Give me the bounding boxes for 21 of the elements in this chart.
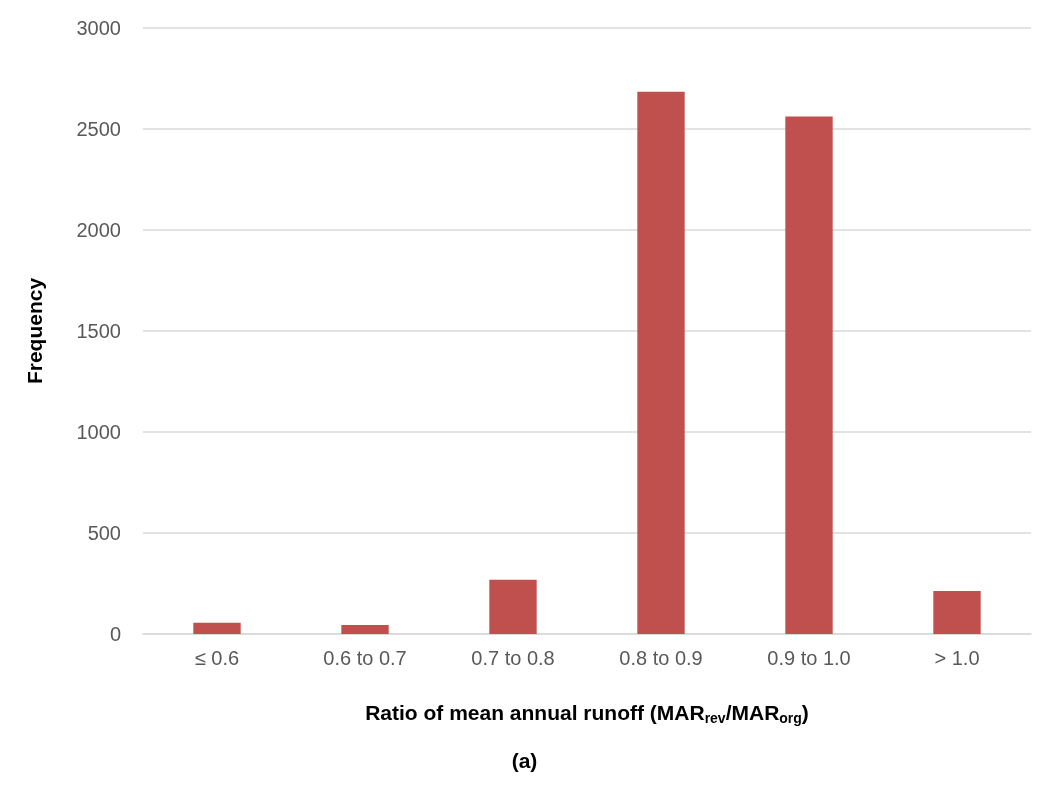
bar bbox=[193, 622, 241, 634]
bar bbox=[341, 625, 389, 634]
y-tick-label: 1500 bbox=[76, 320, 121, 342]
y-tick-label: 0 bbox=[109, 623, 121, 645]
text: (a) bbox=[511, 749, 538, 772]
y-tick-label: 2000 bbox=[76, 219, 121, 241]
y-tick-label: 1000 bbox=[76, 421, 121, 443]
y-tick-label: 500 bbox=[87, 522, 121, 544]
y-tick-label: 2500 bbox=[76, 118, 121, 140]
bar bbox=[489, 579, 537, 634]
y-axis-title: Frequency bbox=[23, 277, 46, 385]
bar bbox=[785, 116, 833, 634]
bar bbox=[637, 91, 685, 634]
bar bbox=[933, 590, 981, 634]
y-tick-label: 3000 bbox=[76, 17, 121, 39]
x-tick-label: 0.9 to 1.0 bbox=[767, 647, 851, 669]
x-tick-label: 0.8 to 0.9 bbox=[619, 647, 703, 669]
x-tick-label: ≤ 0.6 bbox=[194, 647, 240, 669]
x-tick-label: 0.7 to 0.8 bbox=[471, 647, 555, 669]
x-tick-label: 0.6 to 0.7 bbox=[323, 647, 407, 669]
x-tick-label: > 1.0 bbox=[934, 647, 980, 669]
